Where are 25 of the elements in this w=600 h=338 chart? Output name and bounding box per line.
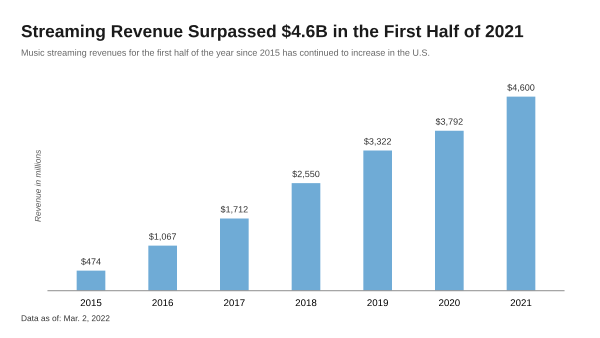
bar — [363, 150, 392, 291]
bar — [292, 183, 320, 291]
bar — [76, 270, 106, 291]
data-label: $3,792 — [436, 118, 463, 126]
x-tick-label: 2021 — [510, 299, 532, 306]
y-axis-title: Revenue in millions — [34, 150, 41, 222]
bar — [435, 130, 464, 291]
text: Data as of: Mar. 2, 2022 — [22, 315, 110, 322]
bar — [506, 96, 536, 291]
data-label: $474 — [81, 258, 101, 266]
x-tick-label: 2017 — [224, 299, 245, 306]
data-label: $4,600 — [507, 84, 534, 92]
data-label: $3,322 — [364, 138, 392, 146]
chart-title: Streaming Revenue Surpassed $4.6B in the First Half of 2021 — [22, 24, 524, 41]
chart-subtitle: Music streaming revenues for the first half of the year since 2015 has continued to increase in the U.S. — [22, 49, 430, 58]
x-tick-label: 2015 — [80, 299, 102, 306]
x-tick-label: 2020 — [439, 299, 460, 306]
data-label: $2,550 — [292, 170, 320, 178]
x-tick-label: 2019 — [367, 299, 388, 306]
data-label: $1,067 — [148, 232, 176, 241]
x-tick-label: 2018 — [296, 299, 316, 306]
x-tick-label: 2016 — [152, 299, 174, 306]
data-label: $1,712 — [220, 206, 248, 214]
bar — [148, 246, 177, 291]
bar — [220, 218, 249, 291]
